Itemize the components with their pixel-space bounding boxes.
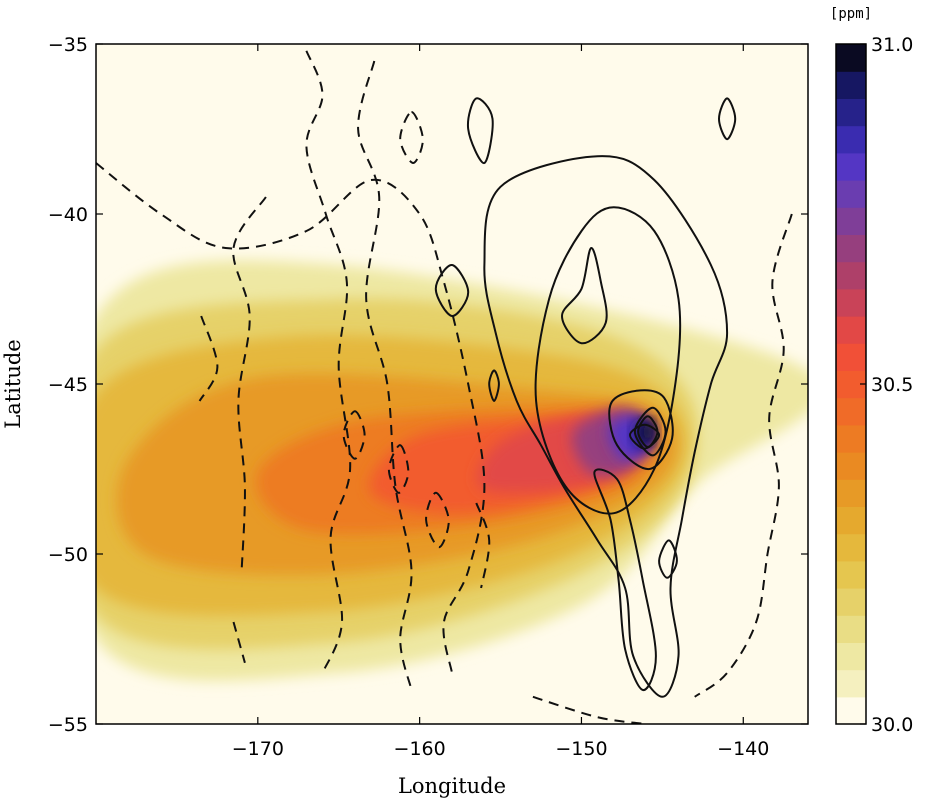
y-tick-label: −40 bbox=[48, 204, 88, 226]
colorbar-level bbox=[836, 71, 866, 99]
x-tick-label: −170 bbox=[232, 738, 284, 760]
contour-solid bbox=[637, 415, 659, 448]
colorbar-level bbox=[836, 98, 866, 127]
contour-dashed bbox=[399, 110, 424, 165]
y-tick-label: −35 bbox=[48, 34, 88, 56]
contour-solid bbox=[593, 468, 657, 691]
contour-dashed bbox=[342, 410, 366, 460]
colorbar-level bbox=[836, 588, 866, 616]
contour-lines bbox=[96, 50, 793, 724]
colorbar-level bbox=[836, 533, 866, 562]
contour-dashed bbox=[387, 444, 410, 494]
contour-solid bbox=[658, 539, 678, 579]
x-tick-label: −160 bbox=[394, 738, 446, 760]
colorbar-level bbox=[836, 696, 866, 725]
concentration-field bbox=[96, 260, 808, 681]
contour-dashed bbox=[198, 315, 219, 402]
colorbar-level bbox=[836, 343, 866, 371]
contour-dashed bbox=[357, 60, 413, 691]
colorbar-level bbox=[836, 479, 866, 507]
y-tick-label: −45 bbox=[48, 374, 88, 396]
colorbar-tick-label: 30.5 bbox=[871, 374, 913, 396]
contour-solid bbox=[560, 246, 608, 345]
colorbar-levels bbox=[836, 44, 866, 725]
colorbar-level bbox=[836, 180, 866, 208]
colorbar-level bbox=[836, 506, 866, 535]
colorbar-level bbox=[836, 288, 866, 317]
contour-dashed bbox=[425, 491, 450, 549]
colorbar-level bbox=[836, 125, 866, 154]
colorbar-level bbox=[836, 452, 866, 480]
colorbar-level bbox=[836, 669, 866, 698]
contour-solid bbox=[488, 369, 500, 403]
colorbar-level bbox=[836, 642, 866, 671]
contour-dashed bbox=[96, 162, 486, 674]
contour-dashed bbox=[475, 502, 491, 589]
contour-solid bbox=[434, 264, 470, 317]
contour-solid bbox=[633, 406, 667, 457]
colorbar-level bbox=[836, 152, 866, 181]
x-tick-label: −140 bbox=[717, 738, 769, 760]
contour-solid bbox=[534, 206, 682, 515]
colorbar-level bbox=[836, 234, 866, 263]
contour-dashed bbox=[232, 621, 246, 664]
x-axis: −170 −160 −150 −140 bbox=[232, 44, 769, 760]
x-tick-label: −150 bbox=[555, 738, 607, 760]
colorbar-level bbox=[836, 424, 866, 453]
contour-dashed bbox=[694, 213, 793, 698]
colorbar-level bbox=[836, 615, 866, 643]
y-axis: −35 −40 −45 −50 −55 bbox=[48, 34, 808, 736]
colorbar-level bbox=[836, 316, 866, 344]
y-axis-label: Latitude bbox=[1, 339, 25, 428]
colorbar-tick-label: 30.0 bbox=[871, 714, 913, 736]
colorbar-level bbox=[836, 261, 866, 290]
colorbar-level bbox=[836, 397, 866, 426]
contour-solid bbox=[608, 389, 674, 471]
y-tick-label: −50 bbox=[48, 544, 88, 566]
colorbar-level bbox=[836, 44, 866, 72]
contour-solid bbox=[466, 97, 494, 165]
colorbar-level bbox=[836, 560, 866, 589]
x-axis-label: Longitude bbox=[398, 774, 506, 798]
y-tick-label: −55 bbox=[48, 714, 88, 736]
colorbar-tick-label: 31.0 bbox=[871, 34, 913, 56]
colorbar-unit: [ppm] bbox=[830, 6, 872, 22]
colorbar-level bbox=[836, 207, 866, 235]
plot-area bbox=[95, 43, 809, 725]
contour-solid bbox=[717, 97, 737, 141]
contour-dashed bbox=[532, 695, 647, 724]
colorbar-ticks: 30.0 30.5 31.0 bbox=[860, 34, 913, 736]
colorbar: 30.0 30.5 31.0 [ppm] bbox=[830, 6, 913, 736]
